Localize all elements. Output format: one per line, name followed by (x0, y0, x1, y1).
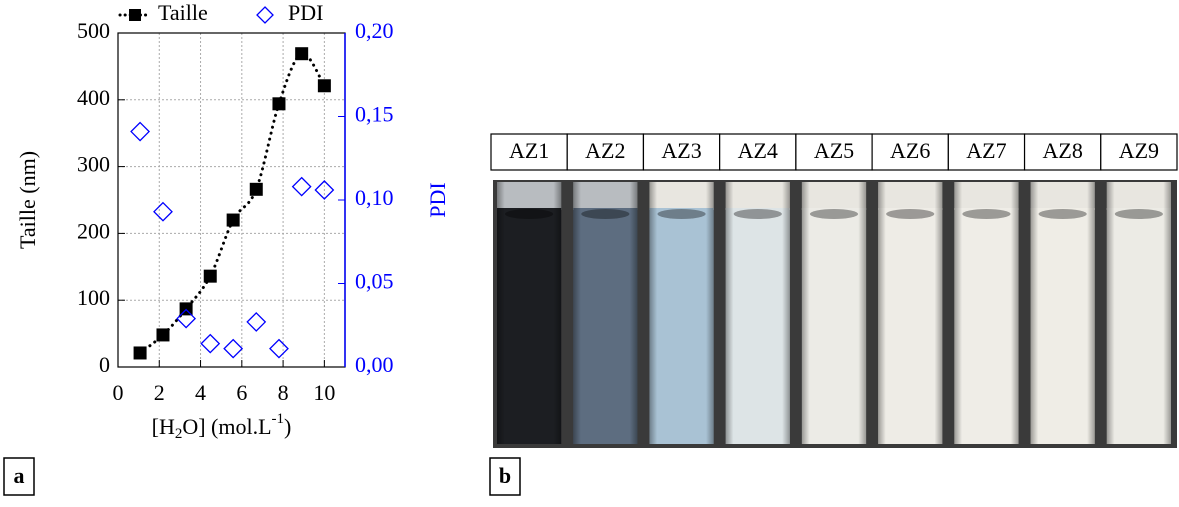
x-axis-title: [H2O] (mol.L-1) (152, 411, 292, 442)
chart: 0 2 4 6 8 1001002003004005000,000,050,100,150… (15, 0, 450, 442)
x-tick-label: 4 (195, 380, 206, 405)
vial-shade (954, 182, 1019, 444)
y2-tick-label: 0,20 (355, 18, 394, 43)
y2-axis-title: PDI (425, 182, 450, 217)
sample-label: AZ5 (814, 138, 854, 163)
sample-label: AZ2 (585, 138, 625, 163)
y2-tick-label: 0,10 (355, 185, 394, 210)
sample-label: AZ9 (1119, 138, 1159, 163)
marker (291, 176, 312, 197)
sample-label: AZ8 (1043, 138, 1083, 163)
label-box (795, 133, 873, 171)
y-axis-title: Taille (nm) (15, 151, 40, 249)
y-tick-label: 500 (77, 18, 110, 43)
label-box (1023, 133, 1102, 171)
x-axis-title-part: 2 (175, 426, 183, 442)
label-box (947, 133, 1026, 171)
x-tick-label: 10 (313, 380, 335, 405)
label-box (566, 133, 645, 171)
panel-box (489, 457, 521, 496)
marker (200, 333, 221, 354)
vial-shade (573, 182, 638, 444)
label-box (1100, 133, 1178, 171)
legend-label: Taille (158, 0, 208, 25)
marker (226, 213, 240, 227)
legend-marker (129, 9, 141, 21)
marker (156, 328, 170, 342)
vial-shade (649, 182, 714, 444)
marker (223, 338, 244, 359)
y-tick-label: 100 (77, 285, 110, 310)
vial-shade (497, 182, 562, 444)
y2-tick-label: 0,15 (355, 102, 394, 127)
vial-shade (725, 182, 790, 444)
photo: AZ1 AZ2 AZ3 AZ4 AZ5 AZ6 AZ7 AZ8 AZ9 (490, 133, 1178, 448)
series-line (138, 52, 326, 355)
marker (176, 308, 197, 329)
marker (272, 97, 286, 111)
sample-label: AZ7 (966, 138, 1006, 163)
y-tick-label: 300 (77, 152, 110, 177)
panel-label: b (499, 463, 511, 488)
vial-shade (801, 182, 867, 444)
marker (269, 338, 289, 359)
panel-box (3, 457, 35, 496)
sample-label: AZ1 (509, 138, 549, 163)
x-axis-title-part: -1 (272, 411, 285, 427)
legend-label: PDI (288, 0, 323, 25)
sample-label: AZ4 (738, 138, 778, 163)
x-tick-label: 0 (113, 380, 124, 405)
label-box (642, 133, 721, 171)
y2-tick-label: 0,00 (355, 352, 394, 377)
legend-marker (256, 6, 274, 24)
marker (314, 180, 335, 200)
marker (246, 311, 267, 332)
marker (133, 346, 147, 360)
marker (130, 121, 151, 142)
y-tick-label: 400 (77, 85, 110, 110)
panel-label: a (14, 463, 25, 488)
label-box (871, 133, 949, 171)
vial-shade (1030, 182, 1095, 444)
label-box (719, 133, 797, 171)
marker (295, 47, 309, 61)
marker (249, 182, 263, 196)
plot-frame (117, 32, 346, 368)
x-tick-label: 2 (154, 380, 165, 405)
sample-label: AZ3 (661, 138, 701, 163)
vial-shade (1106, 182, 1171, 444)
x-tick-label: 8 (278, 380, 289, 405)
sample-label: AZ6 (890, 138, 930, 163)
marker (317, 79, 331, 93)
marker (153, 201, 173, 222)
y2-tick-label: 0,05 (355, 269, 394, 294)
vial-shade (878, 182, 943, 444)
y-tick-label: 200 (77, 218, 110, 243)
x-tick-label: 6 (236, 380, 247, 405)
y-tick-label: 0 (99, 352, 110, 377)
marker (203, 269, 217, 283)
x-axis-title-part: [H (152, 414, 175, 439)
x-axis-title-part: O] (mol.L (182, 414, 271, 439)
x-axis-title-part: ) (284, 414, 291, 439)
label-box (490, 133, 568, 171)
